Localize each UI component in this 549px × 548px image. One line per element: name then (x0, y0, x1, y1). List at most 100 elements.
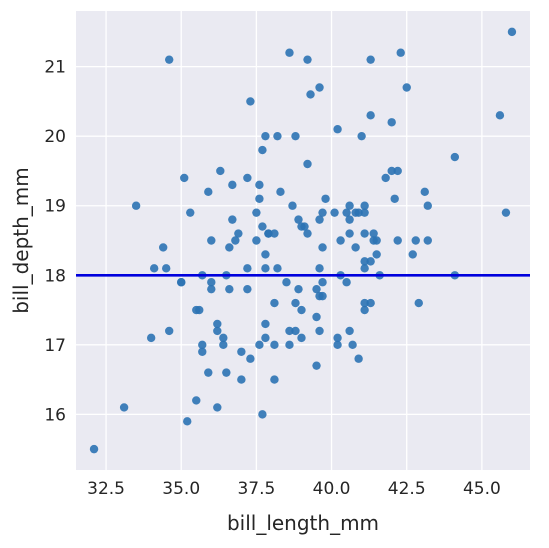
data-point (390, 194, 399, 203)
data-point (414, 298, 423, 308)
data-point (318, 243, 327, 252)
data-point (303, 229, 312, 238)
data-point (366, 257, 375, 266)
data-point (387, 118, 396, 127)
data-point (273, 264, 282, 273)
data-point (393, 236, 402, 245)
data-point (207, 278, 216, 287)
data-point (198, 340, 207, 350)
data-point (333, 333, 342, 343)
data-point (231, 236, 240, 245)
data-point (411, 236, 420, 245)
data-point (342, 208, 351, 217)
data-point (312, 361, 321, 370)
data-point (423, 201, 432, 210)
data-point (291, 326, 300, 336)
data-point (321, 194, 330, 203)
data-point (285, 326, 294, 336)
data-point (177, 278, 186, 287)
data-point (360, 305, 369, 315)
data-point (366, 55, 375, 64)
data-point (258, 222, 267, 231)
data-point (246, 354, 255, 363)
data-point (180, 173, 189, 183)
data-point (372, 250, 381, 259)
data-point (228, 215, 237, 224)
data-point (333, 340, 342, 350)
data-point (360, 298, 369, 308)
data-point (89, 444, 99, 454)
data-point (312, 312, 321, 322)
data-point (219, 340, 228, 350)
data-point (300, 222, 309, 231)
data-point (258, 145, 267, 155)
x-axis-label: bill_length_mm (227, 511, 379, 535)
data-point (198, 347, 207, 356)
data-point (360, 257, 369, 266)
data-point (372, 236, 381, 245)
data-point (261, 333, 270, 343)
y-tick-label: 16 (44, 405, 66, 425)
data-point (348, 340, 357, 350)
data-point (204, 187, 213, 197)
data-point (354, 208, 363, 217)
data-point (207, 284, 216, 294)
data-point (396, 48, 405, 57)
data-point (146, 333, 156, 343)
data-point (273, 131, 282, 141)
x-tick-label: 37.5 (237, 479, 275, 499)
data-point (288, 201, 297, 210)
data-point (387, 166, 396, 176)
data-point (318, 208, 327, 217)
data-point (423, 236, 432, 245)
data-point (501, 208, 511, 217)
data-point (213, 326, 222, 336)
data-point (408, 250, 417, 259)
y-axis-label: bill_depth_mm (9, 167, 33, 314)
data-point (276, 187, 285, 197)
data-point (420, 187, 429, 197)
data-point (261, 250, 270, 259)
data-point (261, 319, 270, 329)
data-point (261, 264, 270, 273)
data-point (306, 90, 315, 99)
data-point (366, 298, 375, 308)
data-point (303, 55, 312, 64)
data-point (264, 229, 273, 238)
data-point (342, 278, 351, 287)
data-point (243, 173, 252, 183)
data-point (237, 347, 246, 356)
data-point (291, 131, 300, 141)
data-point (315, 83, 324, 92)
data-point (297, 333, 306, 343)
data-point (225, 284, 234, 294)
data-point (354, 354, 363, 363)
data-point (192, 396, 201, 405)
data-point (345, 326, 354, 336)
data-point (243, 284, 252, 294)
data-point (294, 284, 303, 294)
data-point (216, 166, 225, 176)
data-point (207, 236, 216, 245)
data-point (158, 243, 168, 252)
data-point (336, 236, 345, 245)
data-point (303, 159, 312, 169)
data-point (165, 326, 174, 336)
data-point (318, 278, 327, 287)
x-tick-label: 42.5 (388, 479, 426, 499)
data-point (282, 278, 291, 287)
x-tick-label: 40.0 (313, 479, 351, 499)
data-point (351, 243, 360, 252)
data-point (450, 152, 460, 162)
data-point (270, 340, 279, 350)
data-point (366, 111, 375, 120)
data-point (369, 229, 378, 238)
data-point (312, 284, 321, 294)
data-point (360, 264, 369, 273)
data-point (119, 403, 129, 412)
data-point (261, 131, 270, 141)
data-point (243, 264, 252, 273)
data-point (270, 229, 279, 238)
data-point (315, 264, 324, 273)
x-tick-labels: 32.5 35.0 37.5 40.0 42.5 45.0 (87, 479, 501, 499)
